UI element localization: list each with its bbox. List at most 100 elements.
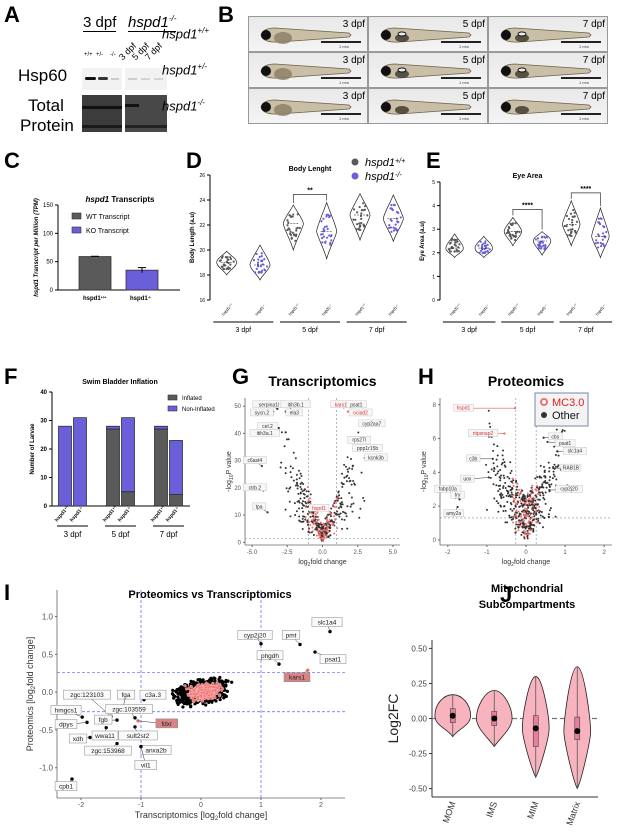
larva-eye: [381, 102, 391, 112]
data-point: [514, 222, 517, 225]
label-box: [68, 733, 88, 744]
data-point-other: [509, 508, 512, 511]
y-tick-label: 40: [234, 431, 241, 437]
data-point-other: [515, 523, 518, 526]
bar: [78, 256, 112, 291]
data-point-other: [324, 522, 327, 525]
data-point-other: [340, 497, 343, 500]
data-point: [325, 215, 328, 218]
data-point: [364, 205, 367, 208]
data-point-other: [348, 492, 351, 495]
y-tick-label: 0.5: [42, 650, 54, 659]
data-point-other: [294, 457, 297, 460]
data-point-other: [489, 425, 492, 428]
data-point: [506, 229, 510, 232]
data-point-mc: [529, 529, 532, 532]
data-point: [356, 223, 359, 226]
data-point-other: [296, 500, 299, 503]
scale-bar-label: 1 mm: [459, 44, 469, 49]
data-point-mc: [537, 521, 540, 524]
data-point: [232, 260, 235, 263]
y-tick-label: 1: [432, 274, 435, 280]
data-point: [599, 241, 602, 245]
panel-letter-j: J: [500, 582, 513, 607]
data-point: [563, 224, 566, 228]
data-point-other: [508, 514, 511, 517]
data-point-other: [343, 463, 346, 466]
data-point: [507, 225, 511, 229]
data-point-other: [549, 475, 552, 478]
data-point-other: [347, 470, 350, 473]
x-tick-label: hspd1+/+: [565, 302, 579, 317]
data-point-mc: [317, 518, 320, 521]
data-point: [218, 259, 221, 262]
data-point-mc: [526, 499, 529, 502]
data-point-other: [181, 705, 185, 709]
data-point-mc: [207, 693, 211, 697]
data-point: [352, 218, 355, 221]
data-point: [566, 234, 569, 237]
data-point: [477, 244, 480, 247]
x-axis-label: log2fold change: [298, 559, 346, 568]
data-point-other: [333, 521, 336, 524]
data-point-other: [218, 675, 222, 680]
x-tick-label: hspd1-/-: [254, 303, 267, 317]
data-point-mc: [325, 518, 328, 521]
group-label-knockout-sup: -/-: [168, 14, 177, 23]
point-label: c3a.3: [145, 692, 161, 699]
data-point-other: [300, 474, 303, 477]
label-box: [443, 509, 464, 517]
label-box: [358, 419, 386, 428]
data-point-other: [351, 510, 354, 513]
data-point: [394, 223, 397, 226]
data-point-other: [342, 510, 345, 513]
x-tick-label: hspd1-/-: [69, 506, 85, 524]
point-label: tpa: [256, 504, 263, 510]
data-point-other: [346, 468, 349, 471]
legend-marker: [540, 398, 548, 406]
point-label: pmt: [286, 632, 297, 639]
label-box: [281, 630, 301, 640]
data-point: [539, 242, 542, 245]
data-point-other: [225, 689, 229, 693]
data-point-other: [335, 495, 338, 498]
data-point-other: [526, 529, 529, 532]
data-point-other: [518, 523, 521, 526]
larva-yolk: [515, 34, 529, 42]
data-point-other: [312, 511, 315, 514]
data-point-other: [301, 490, 304, 493]
label-box: [453, 403, 474, 412]
group-label: 7 dpf: [369, 327, 385, 334]
x-tick-label: hspd1+/+: [507, 302, 521, 317]
y-tick-label: 30: [40, 419, 47, 425]
data-point-other: [532, 499, 535, 502]
data-point-other: [341, 503, 344, 506]
data-point-mc: [320, 530, 323, 533]
data-point: [330, 234, 333, 237]
data-point-other: [298, 477, 301, 480]
data-point-other: [533, 524, 536, 527]
x-tick-label: MIM: [525, 800, 540, 820]
data-point-other: [307, 501, 310, 504]
scale-bar-label: 1 mm: [459, 116, 469, 121]
data-point-mc: [208, 685, 212, 689]
point-label: serpina1l: [259, 402, 279, 408]
data-point-other: [539, 464, 542, 467]
scale-bar-label: 1 mm: [579, 44, 589, 49]
larva-image: 5 dpf 1 mm: [368, 52, 488, 88]
data-point-other: [295, 473, 298, 476]
data-point-mc: [334, 518, 337, 521]
data-point-other: [526, 495, 529, 498]
data-point-other: [523, 500, 526, 503]
y-tick-label: 0: [432, 298, 435, 304]
data-point-other: [499, 504, 502, 507]
data-point-other: [296, 484, 299, 487]
data-point-mc: [319, 521, 322, 524]
data-point-other: [338, 494, 341, 497]
data-point-other: [534, 503, 537, 506]
data-point-other: [506, 490, 509, 493]
y-axis-label: Body Length (a.u): [190, 212, 196, 263]
data-point-mc: [327, 531, 330, 534]
data-point: [329, 214, 332, 217]
y-tick-label: 4: [432, 204, 435, 210]
